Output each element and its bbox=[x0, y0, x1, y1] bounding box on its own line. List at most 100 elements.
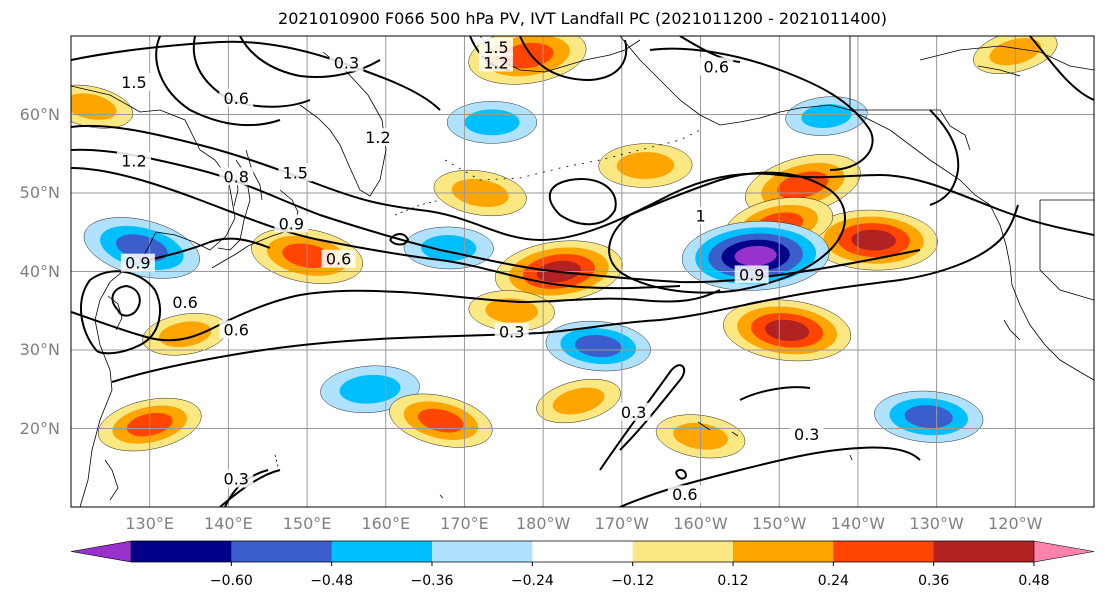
contour-label: 0.3 bbox=[789, 424, 824, 444]
colorbar-tick-label: −0.12 bbox=[611, 573, 655, 589]
svg-text:0.3: 0.3 bbox=[794, 425, 819, 444]
contour-label: 1.2 bbox=[478, 53, 513, 72]
colorbar-tick-label: 0.24 bbox=[817, 573, 849, 589]
latitude-tick-label: 20°N bbox=[19, 418, 60, 438]
svg-text:0.3: 0.3 bbox=[621, 403, 646, 422]
svg-text:0.6: 0.6 bbox=[704, 57, 729, 76]
longitude-tick-label: 130°E bbox=[125, 514, 175, 533]
contour-label: 0.3 bbox=[329, 53, 364, 72]
svg-text:1: 1 bbox=[695, 207, 705, 226]
svg-text:1.2: 1.2 bbox=[483, 53, 508, 72]
svg-text:1.5: 1.5 bbox=[483, 38, 508, 57]
colorbar-segment bbox=[131, 541, 232, 562]
contour-label: 0.8 bbox=[219, 167, 254, 186]
svg-text:1.2: 1.2 bbox=[365, 128, 390, 147]
colorbar-segment bbox=[231, 541, 333, 562]
contour-label: 0.3 bbox=[219, 469, 254, 489]
contour-label: 1 bbox=[693, 206, 708, 226]
svg-text:0.6: 0.6 bbox=[224, 320, 249, 339]
svg-text:0.9: 0.9 bbox=[739, 265, 764, 284]
svg-text:0.6: 0.6 bbox=[326, 250, 351, 269]
longitude-tick-label: 170°W bbox=[594, 514, 650, 533]
svg-text:0.6: 0.6 bbox=[672, 485, 697, 504]
contour-label: 0.9 bbox=[120, 253, 155, 273]
longitude-tick-label: 130°W bbox=[909, 514, 964, 533]
latitude-tick-label: 40°N bbox=[19, 261, 60, 281]
contour-label: 0.3 bbox=[616, 402, 651, 422]
colorbar-segment bbox=[432, 541, 533, 562]
svg-text:0.8: 0.8 bbox=[224, 167, 249, 186]
colorbar-tick-label: −0.60 bbox=[209, 573, 253, 589]
contour-labels: 0.31.50.61.21.21.50.80.90.60.90.60.61.51… bbox=[116, 37, 824, 504]
colorbar-segment bbox=[331, 541, 433, 562]
longitude-tick-label: 150°E bbox=[282, 514, 332, 533]
contour-label: 0.6 bbox=[219, 88, 254, 108]
pv-anomaly-region bbox=[447, 101, 538, 144]
colorbar-tick-label: −0.24 bbox=[510, 573, 554, 589]
pv-anomaly-region bbox=[723, 299, 852, 362]
colorbar-tick-label: −0.36 bbox=[410, 573, 454, 589]
contour-label: 1.5 bbox=[116, 73, 151, 92]
pv-anomaly-region bbox=[142, 313, 228, 356]
svg-text:0.6: 0.6 bbox=[224, 89, 249, 108]
pv-anomaly-region bbox=[403, 226, 494, 270]
colorbar-tick-label: 0.48 bbox=[1018, 573, 1050, 589]
colorbar-segment bbox=[632, 541, 734, 562]
pv-contours bbox=[71, 36, 1094, 507]
colorbar-segment bbox=[833, 541, 935, 562]
longitude-tick-label: 120°W bbox=[988, 514, 1043, 533]
colorbar-low-extension bbox=[70, 540, 132, 563]
plot-frame bbox=[70, 35, 1095, 508]
longitude-tick-label: 140°W bbox=[830, 514, 886, 533]
longitude-tick-label: 160°E bbox=[361, 514, 411, 533]
longitude-tick-label: 140°E bbox=[204, 514, 253, 533]
contour-label: 0.9 bbox=[274, 214, 309, 233]
latitude-tick-label: 30°N bbox=[19, 340, 60, 359]
colorbar-tick-label: 0.12 bbox=[717, 573, 749, 589]
pv-anomaly-region bbox=[598, 143, 693, 188]
contour-label: 0.6 bbox=[168, 292, 203, 312]
svg-text:0.3: 0.3 bbox=[499, 323, 524, 342]
map-title: 2021010900 F066 500 hPa PV, IVT Landfall… bbox=[278, 9, 887, 28]
longitude-tick-label: 170°E bbox=[440, 514, 489, 533]
colorbar-segment bbox=[532, 541, 634, 562]
pv-anomaly-region bbox=[389, 393, 493, 448]
svg-text:1.5: 1.5 bbox=[121, 73, 146, 92]
contour-label: 0.6 bbox=[219, 320, 254, 339]
pv-anomaly-region bbox=[874, 390, 984, 443]
pv-shading-layer bbox=[71, 36, 1058, 459]
contour-label: 0.9 bbox=[734, 265, 769, 284]
contour-label: 0.6 bbox=[699, 57, 734, 76]
pv-anomaly-region bbox=[785, 96, 868, 136]
graticule bbox=[71, 36, 1094, 507]
colorbar-segment bbox=[733, 541, 834, 562]
svg-text:1.2: 1.2 bbox=[121, 152, 146, 171]
pv-anomaly-region bbox=[681, 220, 830, 291]
longitude-tick-label: 160°W bbox=[673, 514, 728, 533]
pv-anomaly-region bbox=[536, 378, 621, 424]
colorbar-high-extension bbox=[1033, 540, 1095, 563]
colorbar-tick-label: −0.48 bbox=[310, 573, 354, 589]
longitude-tick-label: 180°W bbox=[515, 514, 571, 533]
svg-text:1.5: 1.5 bbox=[283, 163, 308, 182]
contour-label: 0.6 bbox=[667, 485, 702, 504]
contour-label: 0.3 bbox=[494, 322, 529, 342]
pv-anomaly-region bbox=[809, 209, 938, 271]
colorbar bbox=[70, 540, 1095, 566]
svg-text:0.3: 0.3 bbox=[334, 53, 359, 72]
contour-label: 1.2 bbox=[116, 151, 151, 171]
pv-anomaly-region bbox=[545, 320, 651, 372]
contour-label: 0.6 bbox=[321, 249, 356, 269]
svg-text:0.6: 0.6 bbox=[172, 293, 197, 312]
svg-text:0.3: 0.3 bbox=[224, 470, 249, 489]
colorbar-segment bbox=[933, 541, 1035, 562]
contour-label: 1.5 bbox=[478, 37, 513, 57]
colorbar-tick-label: 0.36 bbox=[918, 573, 950, 589]
contour-label: 1.5 bbox=[278, 163, 313, 182]
longitude-tick-label: 150°W bbox=[752, 514, 807, 533]
contour-label: 1.2 bbox=[360, 128, 395, 147]
svg-text:0.9: 0.9 bbox=[279, 214, 304, 233]
latitude-tick-label: 60°N bbox=[19, 104, 60, 124]
latitude-tick-label: 50°N bbox=[19, 183, 60, 202]
